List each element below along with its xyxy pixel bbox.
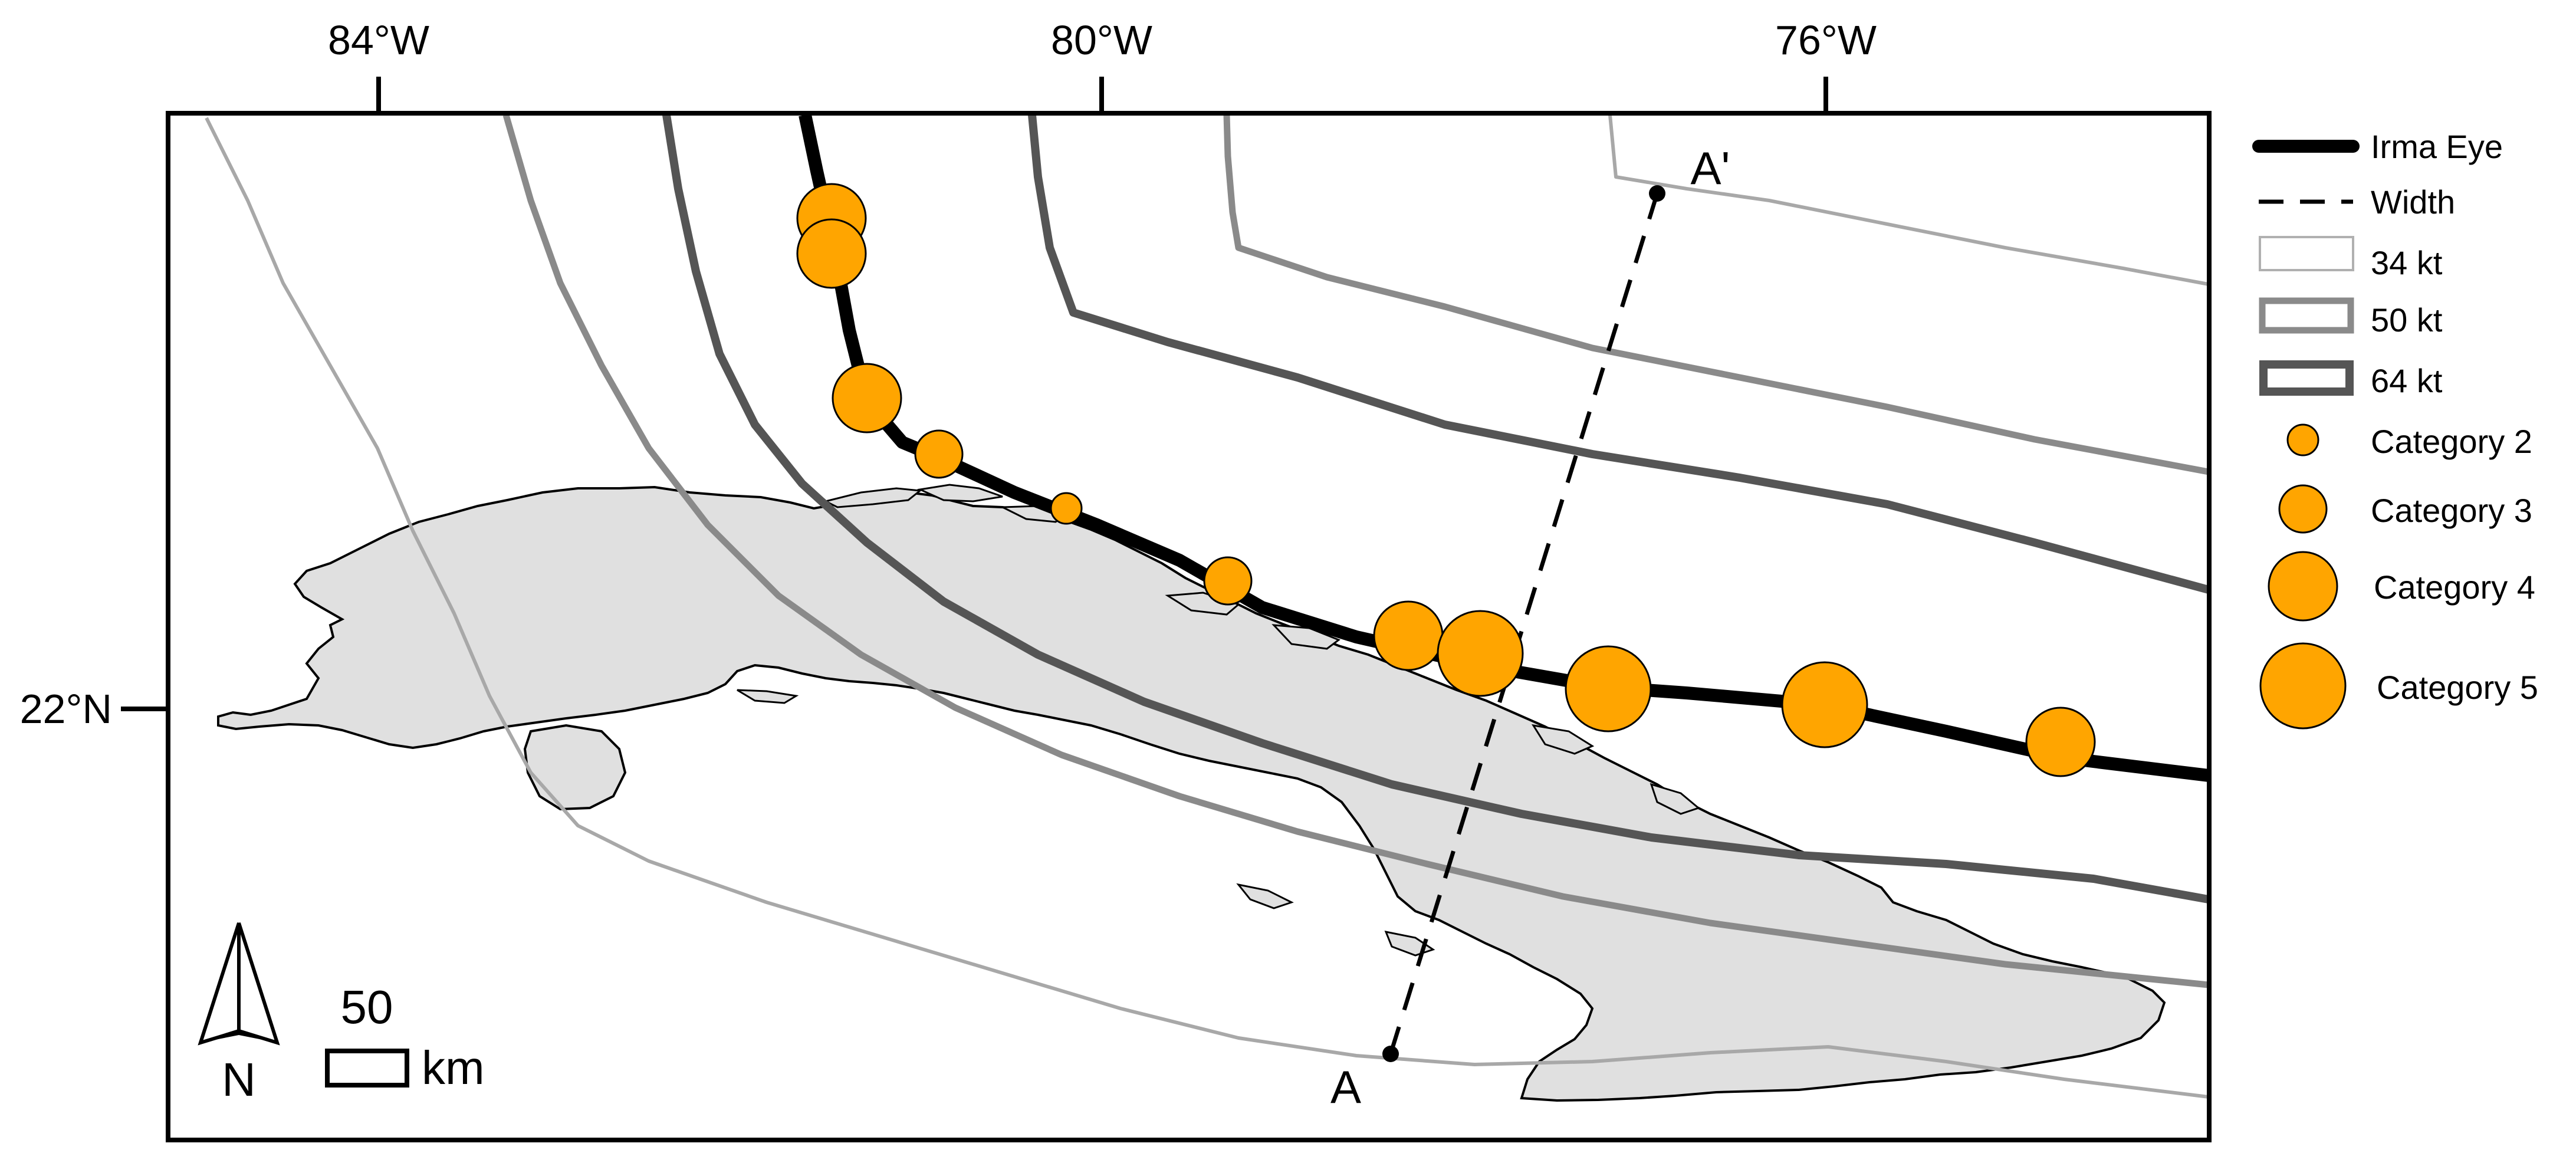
wind-radius-50kt bbox=[502, 114, 2209, 988]
legend-label-50kt: 50 kt bbox=[2371, 301, 2443, 339]
legend-label-category-2: Category 2 bbox=[2371, 423, 2532, 460]
legend-label-width: Width bbox=[2371, 183, 2455, 221]
track-point-category-4 bbox=[1373, 600, 1444, 671]
legend-symbol-category-3 bbox=[2278, 484, 2328, 534]
legend-item-width: Width bbox=[2259, 183, 2455, 221]
map-area bbox=[205, 113, 2209, 1102]
scale-bar-value: 50 bbox=[341, 981, 393, 1033]
legend-item-50kt: 50 kt bbox=[2259, 297, 2443, 339]
legend-symbol-category-2 bbox=[2286, 423, 2319, 456]
wind-radius-64kt bbox=[662, 114, 2209, 904]
legend-item-34kt: 34 kt bbox=[2259, 236, 2443, 281]
track-point-category-4 bbox=[832, 363, 902, 433]
longitude-axis: 84°W 80°W 76°W bbox=[328, 17, 1877, 113]
north-arrow-label: N bbox=[222, 1053, 256, 1106]
track-point-markers bbox=[796, 183, 2096, 777]
legend-category-items: Category 2 Category 3 Category 4 Categor… bbox=[2259, 423, 2538, 730]
north-arrow: N bbox=[198, 922, 280, 1106]
lon-label-84w: 84°W bbox=[328, 17, 429, 63]
legend-label-category-5: Category 5 bbox=[2377, 669, 2538, 706]
cross-section-line bbox=[1388, 192, 1660, 1055]
legend-label-34kt: 34 kt bbox=[2371, 244, 2443, 281]
track-point-category-5 bbox=[1565, 645, 1652, 732]
lat-label-22n: 22°N bbox=[20, 686, 112, 732]
legend-label-64kt: 64 kt bbox=[2371, 362, 2443, 399]
cross-section-start-label: A bbox=[1330, 1061, 1361, 1113]
latitude-axis: 22°N bbox=[20, 686, 168, 732]
cross-section-end-label: A' bbox=[1691, 142, 1730, 194]
track-point-category-5 bbox=[1437, 610, 1524, 697]
legend-item-64kt: 64 kt bbox=[2259, 360, 2443, 399]
track-point-category-5 bbox=[1781, 661, 1868, 748]
track-point-category-4 bbox=[2025, 707, 2096, 777]
legend: Irma Eye Width 34 kt 50 kt 64 kt Categor… bbox=[2252, 128, 2538, 730]
cross-section-end-point bbox=[1649, 185, 1665, 202]
island-of-youth bbox=[523, 724, 627, 811]
legend-label-category-3: Category 3 bbox=[2371, 492, 2532, 529]
track-point-category-3 bbox=[1203, 556, 1253, 606]
scale-bar: 50 km bbox=[325, 981, 485, 1094]
lon-label-76w: 76°W bbox=[1775, 17, 1877, 63]
legend-label-category-4: Category 4 bbox=[2374, 569, 2535, 606]
cross-section-start-point bbox=[1382, 1046, 1399, 1062]
track-point-category-4 bbox=[796, 218, 867, 289]
map-frame bbox=[166, 111, 2212, 1142]
track-point-category-3 bbox=[914, 429, 964, 479]
cuba-landmass bbox=[217, 485, 2166, 1102]
legend-item-irma-eye: Irma Eye bbox=[2252, 128, 2503, 165]
lon-label-80w: 80°W bbox=[1051, 17, 1152, 63]
legend-label-irma-eye: Irma Eye bbox=[2371, 128, 2503, 165]
legend-symbol-category-5 bbox=[2259, 642, 2347, 730]
scale-bar-unit: km bbox=[422, 1042, 485, 1094]
track-point-category-2 bbox=[1050, 492, 1083, 525]
legend-symbol-category-4 bbox=[2268, 551, 2338, 622]
